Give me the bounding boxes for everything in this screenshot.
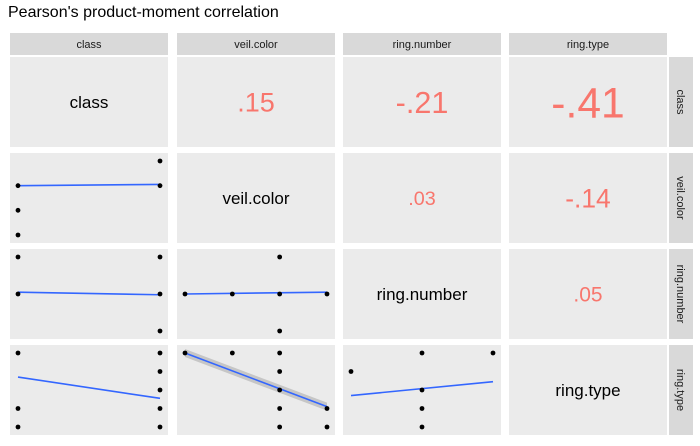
scatter-point bbox=[15, 183, 21, 189]
top-strip-label: ring.type bbox=[567, 39, 609, 51]
fit-line bbox=[184, 291, 328, 295]
scatter-point bbox=[182, 350, 188, 356]
right-strip-label: ring.number bbox=[674, 265, 686, 324]
scatter-point bbox=[419, 387, 425, 393]
top-strip-label: ring.number bbox=[393, 39, 452, 51]
panel-bg-r3-c0 bbox=[10, 345, 168, 435]
correlation-label: .05 bbox=[573, 284, 602, 307]
correlation-label: -.21 bbox=[396, 86, 449, 120]
scatter-point bbox=[15, 406, 21, 411]
top-strip-bg-2 bbox=[343, 33, 501, 55]
right-strip-bg-0 bbox=[669, 57, 693, 147]
right-strip-label: veil.color bbox=[674, 176, 686, 220]
scatter-point bbox=[419, 406, 425, 411]
right-strip-label: class bbox=[674, 89, 686, 115]
scatter-point bbox=[157, 406, 163, 411]
scatter-point bbox=[277, 369, 283, 374]
scatter-point bbox=[324, 424, 330, 430]
scatter-point bbox=[229, 350, 235, 356]
top-strip-bg-1 bbox=[177, 33, 335, 55]
chart-title: Pearson's product-moment correlation bbox=[8, 4, 279, 21]
scatter-point bbox=[419, 424, 425, 430]
scatter-point bbox=[157, 254, 163, 260]
correlation-label: -.41 bbox=[551, 79, 624, 127]
panel-bg-r1-c2 bbox=[343, 153, 501, 243]
top-strip-label: veil.color bbox=[234, 39, 278, 51]
right-strip-bg-3 bbox=[669, 345, 693, 435]
panel-bg-r0-c0 bbox=[10, 57, 168, 147]
scatter-point bbox=[157, 350, 163, 356]
correlation-label: .03 bbox=[408, 188, 436, 210]
scatter-point bbox=[277, 424, 283, 430]
fit-line bbox=[17, 376, 161, 400]
scatter-point bbox=[277, 350, 283, 356]
scatter-point bbox=[324, 291, 330, 297]
scatter-point bbox=[277, 328, 283, 334]
correlation-label: -.14 bbox=[565, 184, 610, 214]
scatter-point bbox=[157, 328, 163, 334]
scatter-panel-r2-c0 bbox=[15, 254, 163, 334]
scatter-point bbox=[348, 369, 354, 374]
panel-bg-r0-c2 bbox=[343, 57, 501, 147]
scatter-point bbox=[229, 291, 235, 297]
scatter-point bbox=[157, 291, 163, 297]
fit-line bbox=[184, 352, 328, 408]
right-strip-bg-1 bbox=[669, 153, 693, 243]
scatter-point bbox=[324, 406, 330, 411]
right-strip-bg-2 bbox=[669, 249, 693, 339]
panel-bg-r0-c1 bbox=[177, 57, 335, 147]
diagonal-label: ring.type bbox=[555, 381, 620, 400]
panel-bg-r2-c3 bbox=[509, 249, 667, 339]
scatter-panel-r3-c2 bbox=[348, 350, 496, 430]
top-strip-bg-0 bbox=[10, 33, 168, 55]
scatter-point bbox=[15, 350, 21, 356]
scatter-point bbox=[15, 232, 21, 238]
scatter-panel-r1-c0 bbox=[15, 158, 163, 238]
diagonal-label: ring.number bbox=[377, 285, 468, 304]
scatter-point bbox=[15, 254, 21, 260]
right-strip-label: ring.type bbox=[674, 369, 686, 411]
panel-bg-r1-c0 bbox=[10, 153, 168, 243]
correlation-label: .15 bbox=[237, 88, 275, 118]
panel-bg-r1-c3 bbox=[509, 153, 667, 243]
scatter-point bbox=[277, 406, 283, 411]
scatter-point bbox=[157, 369, 163, 374]
scatter-point bbox=[277, 291, 283, 297]
scatter-point bbox=[277, 254, 283, 260]
scatter-point bbox=[277, 387, 283, 393]
scatter-point bbox=[15, 291, 21, 297]
scatter-point bbox=[490, 350, 496, 356]
scatter-panel-r3-c0 bbox=[15, 350, 163, 430]
scatter-point bbox=[157, 183, 163, 189]
scatter-point bbox=[15, 207, 21, 213]
scatter-point bbox=[15, 424, 21, 430]
scatter-point bbox=[157, 387, 163, 393]
scatter-point bbox=[157, 424, 163, 430]
scatter-point bbox=[419, 350, 425, 356]
scatter-panel-r3-c1 bbox=[182, 349, 330, 430]
panel-bg-r0-c3 bbox=[509, 57, 667, 147]
panel-bg-r3-c3 bbox=[509, 345, 667, 435]
top-strip-bg-3 bbox=[509, 33, 667, 55]
diagonal-label: class bbox=[70, 93, 109, 112]
diagonal-label: veil.color bbox=[222, 189, 289, 208]
panel-bg-r1-c1 bbox=[177, 153, 335, 243]
panel-bg-r2-c2 bbox=[343, 249, 501, 339]
top-strip-label: class bbox=[76, 39, 102, 51]
fit-line bbox=[17, 183, 161, 187]
scatter-point bbox=[157, 158, 163, 164]
scatter-panel-r2-c1 bbox=[182, 254, 330, 334]
fit-line bbox=[17, 291, 161, 296]
scatter-point bbox=[182, 291, 188, 297]
